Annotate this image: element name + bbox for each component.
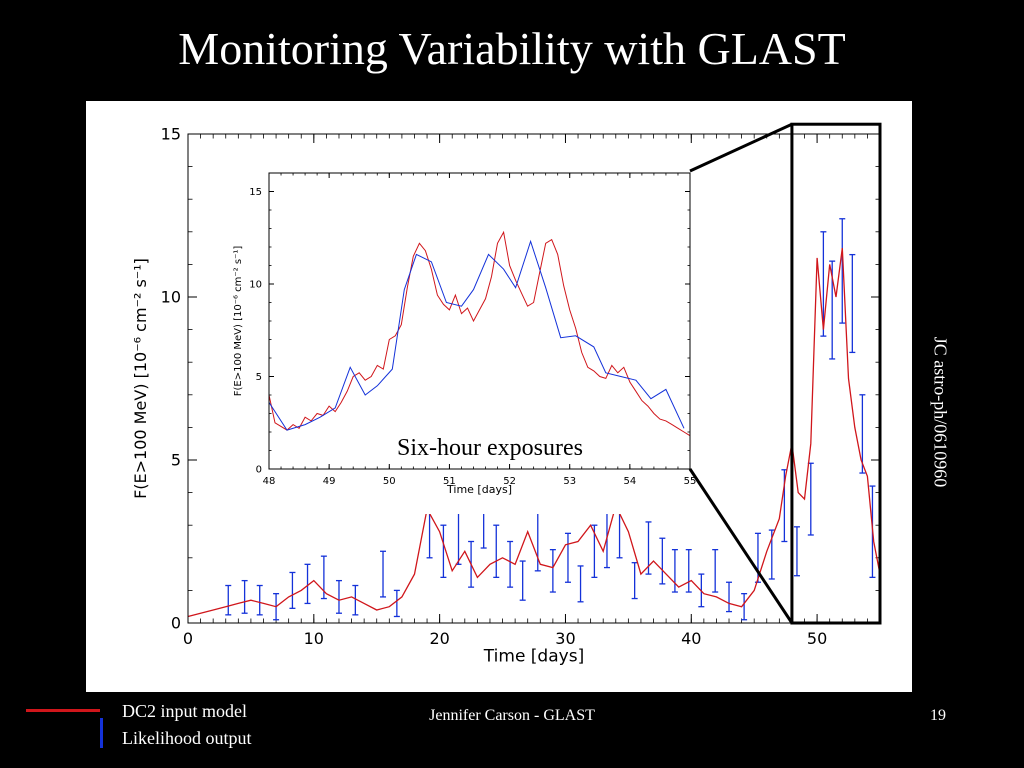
- inset-y-tick-label: 15: [249, 187, 262, 198]
- main-y-tick-label: 0: [171, 614, 181, 633]
- slide-title: Monitoring Variability with GLAST: [178, 23, 846, 74]
- legend-swatch-likelihood: [100, 718, 103, 748]
- inset-x-tick-label: 52: [503, 476, 516, 487]
- main-y-axis-label: F(E>100 MeV) [10⁻⁶ cm⁻² s⁻¹]: [131, 258, 150, 499]
- inset-x-tick-label: 55: [684, 476, 697, 487]
- legend-label-likelihood: Likelihood output: [122, 728, 252, 748]
- inset-x-tick-label: 54: [623, 476, 636, 487]
- inset-y-tick-label: 10: [249, 280, 262, 291]
- main-x-tick-label: 10: [304, 629, 324, 648]
- side-reference: JC astro-ph/0610960: [930, 336, 951, 488]
- inset-x-tick-label: 53: [563, 476, 576, 487]
- footer-author: Jennifer Carson - GLAST: [429, 707, 595, 724]
- inset-x-tick-label: 50: [383, 476, 396, 487]
- inset-y-tick-label: 5: [256, 372, 262, 383]
- inset-annotation: Six-hour exposures: [397, 435, 583, 461]
- main-x-tick-label: 40: [681, 629, 701, 648]
- legend-label-input-model: DC2 input model: [122, 701, 247, 721]
- main-y-tick-label: 5: [171, 451, 181, 470]
- main-x-tick-label: 30: [555, 629, 575, 648]
- inset-y-axis-label: F(E>100 MeV) [10⁻⁶ cm⁻² s⁻¹]: [233, 246, 244, 397]
- main-x-tick-label: 20: [429, 629, 449, 648]
- main-y-tick-label: 15: [161, 125, 181, 144]
- zoom-box: [790, 122, 882, 625]
- inset-x-tick-label: 49: [323, 476, 336, 487]
- inset-model-line: [268, 230, 691, 437]
- inset-x-tick-label: 51: [443, 476, 456, 487]
- inset-x-tick-label: 48: [263, 476, 276, 487]
- main-x-tick-label: 50: [807, 629, 827, 648]
- inset-x-axis-label: Time [days]: [446, 483, 512, 496]
- inset-background: [234, 163, 705, 514]
- main-x-tick-label: 0: [183, 629, 193, 648]
- legend-swatch-input-model: [26, 709, 100, 712]
- main-x-axis-label: Time [days]: [483, 646, 584, 666]
- slide-number: 19: [930, 707, 946, 724]
- main-y-tick-label: 10: [161, 288, 181, 307]
- inset-model-line: [268, 239, 685, 431]
- zoom-connector-top: [689, 122, 793, 173]
- inset-plot-frame: [268, 172, 691, 470]
- inset-y-tick-label: 0: [256, 465, 262, 476]
- main-model-line: [187, 248, 881, 618]
- zoom-connector-bottom: [688, 468, 794, 624]
